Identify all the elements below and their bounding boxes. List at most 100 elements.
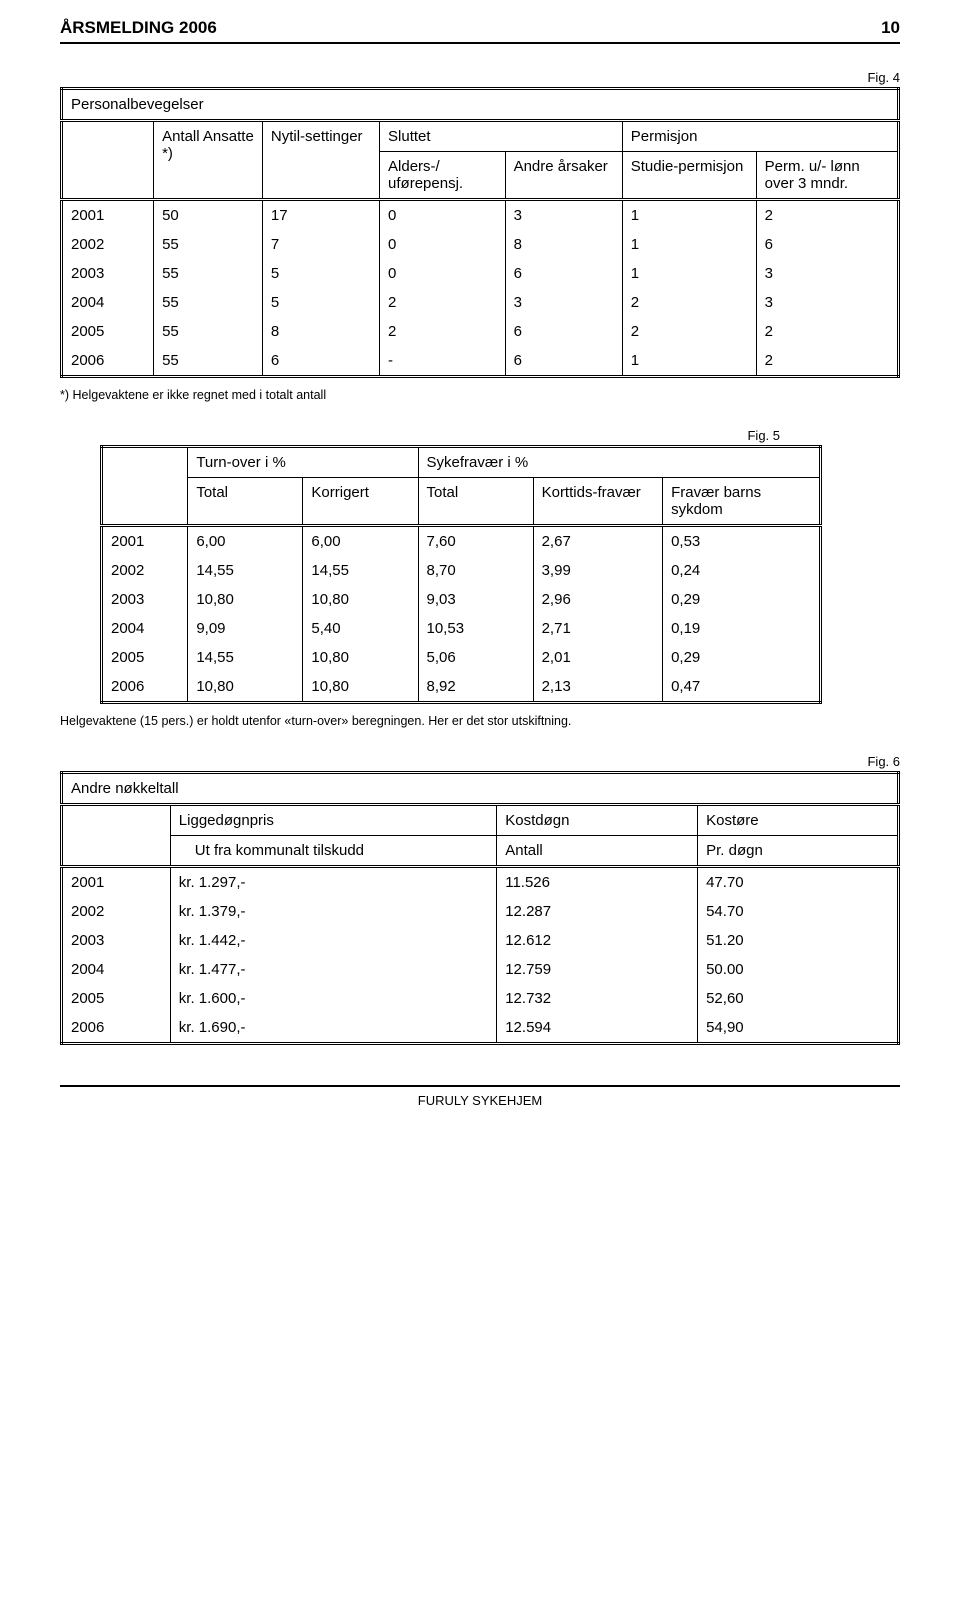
fig-label-5: Fig. 5	[60, 428, 900, 443]
table-cell: 7,60	[418, 526, 533, 557]
table-cell: 2002	[62, 230, 154, 259]
col-header-korrigert: Korrigert	[303, 478, 418, 526]
table-cell: 10,80	[303, 643, 418, 672]
col-header-kostdogn: Kostdøgn	[497, 805, 698, 836]
table-cell: 2,71	[533, 614, 662, 643]
table-cell: 2002	[62, 897, 171, 926]
table-cell: 7	[262, 230, 379, 259]
table-row: 20045552323	[62, 288, 899, 317]
table-cell: 0	[380, 230, 506, 259]
table-cell: 10,80	[188, 585, 303, 614]
fig-label-6: Fig. 6	[60, 754, 900, 769]
table-row: 20035550613	[62, 259, 899, 288]
table-cell: 12.732	[497, 984, 698, 1013]
table-row: 200214,5514,558,703,990,24	[102, 556, 821, 585]
table-cell: 55	[154, 346, 263, 377]
table-cell: 8,92	[418, 672, 533, 703]
table-cell: 2	[756, 200, 898, 231]
col-header-fravaer-barn: Fravær barns sykdom	[663, 478, 821, 526]
col-subheader-tilskudd: Ut fra kommunalt tilskudd	[170, 836, 496, 867]
col-group-sykefravaer: Sykefravær i %	[418, 447, 821, 478]
footnote-helgevaktene-2: Helgevaktene (15 pers.) er holdt utenfor…	[60, 714, 900, 728]
col-header-antall: Antall Ansatte *)	[154, 121, 263, 200]
table-row: 200610,8010,808,922,130,47	[102, 672, 821, 703]
table-cell: 10,80	[303, 672, 418, 703]
table-cell: 17	[262, 200, 379, 231]
col-header-studie: Studie-permisjon	[622, 152, 756, 200]
table-cell: 2006	[62, 346, 154, 377]
table-cell: -	[380, 346, 506, 377]
table-cell: 2003	[62, 259, 154, 288]
col-header-total1: Total	[188, 478, 303, 526]
table-cell: 51.20	[698, 926, 899, 955]
table-personalbevegelser: Personalbevegelser Antall Ansatte *) Nyt…	[60, 87, 900, 378]
table-cell: 1	[622, 200, 756, 231]
table-cell: 1	[622, 230, 756, 259]
col-header-korttids: Korttids-fravær	[533, 478, 662, 526]
table-row: 2006556-612	[62, 346, 899, 377]
table-cell: 14,55	[188, 556, 303, 585]
table-cell: 2	[622, 317, 756, 346]
page-number: 10	[881, 18, 900, 38]
table-cell: 5	[262, 288, 379, 317]
table-cell: 2005	[62, 317, 154, 346]
table-cell: 12.287	[497, 897, 698, 926]
table-cell: 0,47	[663, 672, 821, 703]
table-cell: 2005	[102, 643, 188, 672]
col-group-turnover: Turn-over i %	[188, 447, 418, 478]
table-title: Personalbevegelser	[62, 89, 899, 121]
table-cell: kr. 1.600,-	[170, 984, 496, 1013]
footnote-helgevaktene-1: *) Helgevaktene er ikke regnet med i tot…	[60, 388, 900, 402]
table-cell: 14,55	[303, 556, 418, 585]
table-cell: 2001	[62, 200, 154, 231]
table-cell: 55	[154, 230, 263, 259]
table-cell: 2006	[102, 672, 188, 703]
table-cell: 10,80	[188, 672, 303, 703]
table-cell: 2004	[62, 955, 171, 984]
table-cell: 10,80	[303, 585, 418, 614]
table-title-nokkeltall: Andre nøkkeltall	[62, 773, 899, 805]
table-row: 20049,095,4010,532,710,19	[102, 614, 821, 643]
col-header-sluttet: Sluttet	[380, 121, 623, 152]
table-turnover-sykefravaer: Turn-over i % Sykefravær i % Total Korri…	[100, 445, 822, 704]
page-title: ÅRSMELDING 2006	[60, 18, 217, 38]
table-cell: kr. 1.690,-	[170, 1013, 496, 1044]
page-header: ÅRSMELDING 2006 10	[60, 0, 900, 44]
table-cell: 2002	[102, 556, 188, 585]
table-cell: 12.759	[497, 955, 698, 984]
table-cell: 5	[262, 259, 379, 288]
table-cell: 0,19	[663, 614, 821, 643]
table-cell: 0,29	[663, 585, 821, 614]
table-cell: 2	[622, 288, 756, 317]
table-cell: 2004	[102, 614, 188, 643]
table-cell: 52,60	[698, 984, 899, 1013]
table-cell: 2006	[62, 1013, 171, 1044]
table-cell: 8,70	[418, 556, 533, 585]
table-row: 2006kr. 1.690,-12.59454,90	[62, 1013, 899, 1044]
table-row: 20055582622	[62, 317, 899, 346]
table-cell: 55	[154, 317, 263, 346]
table-cell: 6	[756, 230, 898, 259]
table-cell: 2,96	[533, 585, 662, 614]
table-cell: 50.00	[698, 955, 899, 984]
table-cell: 2	[380, 288, 506, 317]
col-header-total2: Total	[418, 478, 533, 526]
table-cell: 0,53	[663, 526, 821, 557]
table-cell: 3	[505, 288, 622, 317]
table-cell: 14,55	[188, 643, 303, 672]
table-andre-nokkeltall: Andre nøkkeltall Liggedøgnpris Kostdøgn …	[60, 771, 900, 1045]
table-cell: 0	[380, 200, 506, 231]
table-cell: 6	[505, 346, 622, 377]
table-cell: 1	[622, 346, 756, 377]
table-cell: 2	[380, 317, 506, 346]
table-cell: kr. 1.477,-	[170, 955, 496, 984]
table-cell: 8	[505, 230, 622, 259]
table-cell: kr. 1.379,-	[170, 897, 496, 926]
table-cell: 9,09	[188, 614, 303, 643]
table-cell: 2005	[62, 984, 171, 1013]
col-header-liggedognpris: Liggedøgnpris	[170, 805, 496, 836]
table-row: 20025570816	[62, 230, 899, 259]
table-cell: 10,53	[418, 614, 533, 643]
table-cell: 12.594	[497, 1013, 698, 1044]
table-cell: 55	[154, 288, 263, 317]
